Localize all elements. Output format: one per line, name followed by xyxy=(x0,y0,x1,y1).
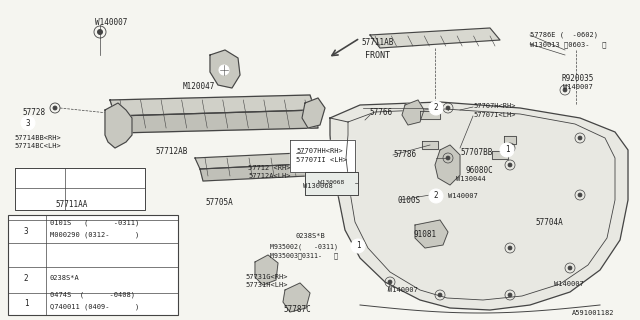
Text: 57707BB: 57707BB xyxy=(460,148,492,157)
Text: W140007: W140007 xyxy=(95,18,127,27)
Text: Q740011 (0409-      ): Q740011 (0409- ) xyxy=(50,303,140,310)
Polygon shape xyxy=(283,283,310,312)
Circle shape xyxy=(219,65,229,75)
Circle shape xyxy=(19,271,33,285)
Text: W140007: W140007 xyxy=(554,281,584,287)
Text: 57712AB: 57712AB xyxy=(155,147,188,156)
Text: 57707H<RH>: 57707H<RH> xyxy=(473,103,515,109)
Circle shape xyxy=(578,193,582,197)
Text: 57728: 57728 xyxy=(22,108,45,117)
Text: W140007: W140007 xyxy=(448,193,477,199)
Polygon shape xyxy=(370,28,500,48)
Circle shape xyxy=(500,143,514,157)
Text: 0101S   (      -0311): 0101S ( -0311) xyxy=(50,220,140,226)
Polygon shape xyxy=(330,102,628,310)
Polygon shape xyxy=(402,100,424,125)
Circle shape xyxy=(429,189,443,203)
Bar xyxy=(8,215,178,315)
Text: 57787C: 57787C xyxy=(283,305,311,314)
Circle shape xyxy=(568,266,572,270)
Polygon shape xyxy=(422,141,438,149)
Polygon shape xyxy=(435,145,460,185)
Text: FRONT: FRONT xyxy=(365,51,390,60)
Polygon shape xyxy=(492,151,508,159)
Circle shape xyxy=(563,88,567,92)
Text: W130068: W130068 xyxy=(303,183,333,189)
Text: 57711AB: 57711AB xyxy=(361,38,394,47)
Text: 0100S: 0100S xyxy=(398,196,421,205)
Text: 0474S  (      -0408): 0474S ( -0408) xyxy=(50,291,135,298)
Circle shape xyxy=(53,106,57,110)
Text: 57731G<RH>: 57731G<RH> xyxy=(245,274,287,280)
Text: 57712A<LH>: 57712A<LH> xyxy=(248,173,291,179)
Polygon shape xyxy=(504,136,516,144)
Text: 57714BC<LH>: 57714BC<LH> xyxy=(14,143,61,149)
Text: W130068: W130068 xyxy=(318,180,344,186)
Text: W130013 〰0603-   〱: W130013 〰0603- 〱 xyxy=(530,41,607,48)
Text: 2: 2 xyxy=(24,274,28,283)
Polygon shape xyxy=(420,111,440,119)
Circle shape xyxy=(438,293,442,297)
Text: R920035: R920035 xyxy=(561,74,593,83)
Text: 91081: 91081 xyxy=(413,230,436,239)
Text: 96080C: 96080C xyxy=(465,166,493,175)
Text: 57786E (  -0602): 57786E ( -0602) xyxy=(530,32,598,38)
Text: 57711AA: 57711AA xyxy=(55,200,88,209)
Text: 1: 1 xyxy=(505,146,509,155)
Polygon shape xyxy=(415,220,448,248)
Circle shape xyxy=(508,163,512,167)
Text: 57707I<LH>: 57707I<LH> xyxy=(473,112,515,118)
Text: W140007: W140007 xyxy=(563,84,593,90)
Text: 57714BB<RH>: 57714BB<RH> xyxy=(14,135,61,141)
Polygon shape xyxy=(105,103,132,148)
Circle shape xyxy=(508,146,512,150)
Circle shape xyxy=(21,116,35,130)
Text: 57707HH<RH>: 57707HH<RH> xyxy=(296,148,343,154)
Text: A591001182: A591001182 xyxy=(572,310,614,316)
Circle shape xyxy=(446,106,450,110)
Circle shape xyxy=(429,101,443,115)
Text: 57707II <LH>: 57707II <LH> xyxy=(296,157,347,163)
Polygon shape xyxy=(290,140,355,172)
Polygon shape xyxy=(195,152,325,169)
Text: 2: 2 xyxy=(434,191,438,201)
Text: 57705A: 57705A xyxy=(205,198,233,207)
Circle shape xyxy=(388,280,392,284)
Text: 3: 3 xyxy=(26,118,30,127)
Polygon shape xyxy=(305,172,358,195)
Circle shape xyxy=(578,136,582,140)
Text: W140007: W140007 xyxy=(388,287,418,293)
Polygon shape xyxy=(115,110,318,133)
Text: 57786: 57786 xyxy=(393,150,416,159)
Text: 57766: 57766 xyxy=(369,108,392,117)
Circle shape xyxy=(19,225,33,239)
Text: 2: 2 xyxy=(434,103,438,113)
Text: M120047: M120047 xyxy=(183,82,216,91)
Text: 57704A: 57704A xyxy=(535,218,563,227)
Polygon shape xyxy=(110,95,315,116)
Text: 3: 3 xyxy=(24,228,28,236)
Text: M000290 (0312-      ): M000290 (0312- ) xyxy=(50,232,140,238)
Circle shape xyxy=(19,297,33,310)
Text: 1: 1 xyxy=(356,242,360,251)
Text: 57712 <RH>: 57712 <RH> xyxy=(248,165,291,171)
Text: M935003〰0311-   〱: M935003〰0311- 〱 xyxy=(270,252,338,259)
Text: M935002(   -0311): M935002( -0311) xyxy=(270,243,338,250)
Text: 0238S*B: 0238S*B xyxy=(296,233,326,239)
Circle shape xyxy=(446,156,450,160)
Text: 1: 1 xyxy=(24,299,28,308)
Circle shape xyxy=(351,239,365,253)
Text: 57731H<LH>: 57731H<LH> xyxy=(245,282,287,288)
Polygon shape xyxy=(255,255,278,285)
Circle shape xyxy=(97,29,103,35)
Polygon shape xyxy=(210,50,240,88)
Circle shape xyxy=(508,293,512,297)
Polygon shape xyxy=(302,98,325,128)
Polygon shape xyxy=(200,163,328,181)
Text: W130044: W130044 xyxy=(456,176,486,182)
Polygon shape xyxy=(15,168,145,210)
Text: 0238S*A: 0238S*A xyxy=(50,276,80,282)
Circle shape xyxy=(508,246,512,250)
